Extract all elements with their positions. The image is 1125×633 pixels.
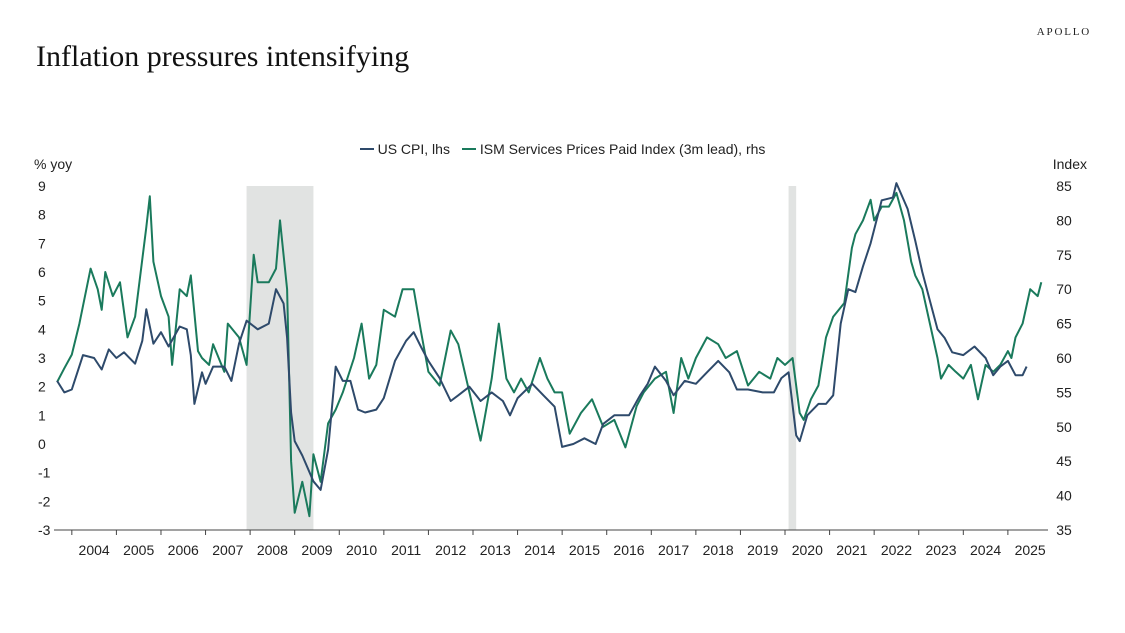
x-tick-label: 2022: [881, 542, 912, 558]
left-tick-label: 0: [38, 436, 46, 452]
left-tick-label: 3: [38, 350, 46, 366]
x-tick-label: 2005: [123, 542, 154, 558]
recession-bands: [246, 186, 797, 530]
legend-label-cpi: US CPI, lhs: [377, 141, 450, 157]
x-tick-label: 2015: [569, 542, 600, 558]
legend-swatch-ism: [461, 148, 476, 150]
x-tick-label: 2011: [391, 542, 421, 558]
right-tick-label: 40: [1056, 488, 1072, 504]
left-tick-label: 9: [38, 178, 46, 194]
x-tick-label: 2010: [346, 542, 377, 558]
right-tick-label: 35: [1056, 522, 1072, 538]
series-line-cpi: [56, 182, 1028, 491]
right-axis-label: Index: [1053, 156, 1087, 172]
right-tick-label: 45: [1056, 453, 1072, 469]
page-title: Inflation pressures intensifying: [36, 40, 410, 73]
legend-item-ism: ISM Services Prices Paid Index (3m lead)…: [461, 141, 766, 157]
x-tick-label: 2018: [703, 542, 734, 558]
x-tick-label: 2012: [435, 542, 466, 558]
left-tick-label: 5: [38, 293, 46, 309]
left-tick-label: 6: [38, 264, 46, 280]
right-tick-label: 85: [1056, 178, 1072, 194]
left-tick-label: -2: [38, 493, 51, 509]
right-tick-label: 55: [1056, 384, 1072, 400]
left-axis-ticks: -3 -2 -1 0 1 2 3 4 5 6 7 8 9: [38, 178, 51, 538]
legend-item-cpi: US CPI, lhs: [359, 141, 450, 157]
x-tick-label: 2017: [658, 542, 689, 558]
x-tick-label: 2007: [212, 542, 243, 558]
brand-logo: APOLLO: [1036, 26, 1091, 38]
left-axis-label: % yoy: [34, 156, 72, 172]
legend-label-ism: ISM Services Prices Paid Index (3m lead)…: [479, 141, 766, 157]
chart-legend: US CPI, lhs ISM Services Prices Paid Ind…: [0, 137, 1125, 157]
recession-band-1: [246, 186, 314, 530]
x-tick-label: 2008: [257, 542, 288, 558]
x-tick-label: 2013: [480, 542, 511, 558]
x-tick-label: 2016: [613, 542, 644, 558]
left-tick-label: 7: [38, 235, 46, 251]
series-lines: [56, 182, 1043, 518]
x-tick-label: 2019: [747, 542, 778, 558]
left-tick-label: 1: [38, 407, 46, 423]
right-tick-label: 65: [1056, 316, 1072, 332]
right-tick-label: 60: [1056, 350, 1072, 366]
x-tick-label: 2004: [79, 542, 110, 558]
x-tick-label: 2023: [925, 542, 956, 558]
left-tick-label: 8: [38, 207, 46, 223]
x-tick-label: 2009: [301, 542, 332, 558]
x-tick-label: 2020: [792, 542, 823, 558]
x-tick-label: 2006: [168, 542, 199, 558]
left-tick-label: -1: [38, 465, 51, 481]
right-tick-label: 50: [1056, 419, 1072, 435]
left-tick-label: 4: [38, 321, 46, 337]
x-tick-label: 2024: [970, 542, 1001, 558]
series-line-ism: [56, 191, 1043, 518]
left-tick-label: 2: [38, 379, 46, 395]
x-axis-ticks: 2004 2005 2006 2007 2008 2009 2010 2011 2012 2013…: [71, 530, 1046, 558]
x-tick-label: 2021: [836, 542, 867, 558]
legend-swatch-cpi: [359, 148, 374, 150]
right-tick-label: 80: [1056, 212, 1072, 228]
right-tick-label: 70: [1056, 281, 1072, 297]
right-axis-ticks: 35 40 45 50 55 60 65 70 75 80 85: [1056, 178, 1072, 538]
left-tick-label: -3: [38, 522, 51, 538]
right-tick-label: 75: [1056, 247, 1072, 263]
x-tick-label: 2025: [1015, 542, 1046, 558]
x-tick-label: 2014: [524, 542, 555, 558]
